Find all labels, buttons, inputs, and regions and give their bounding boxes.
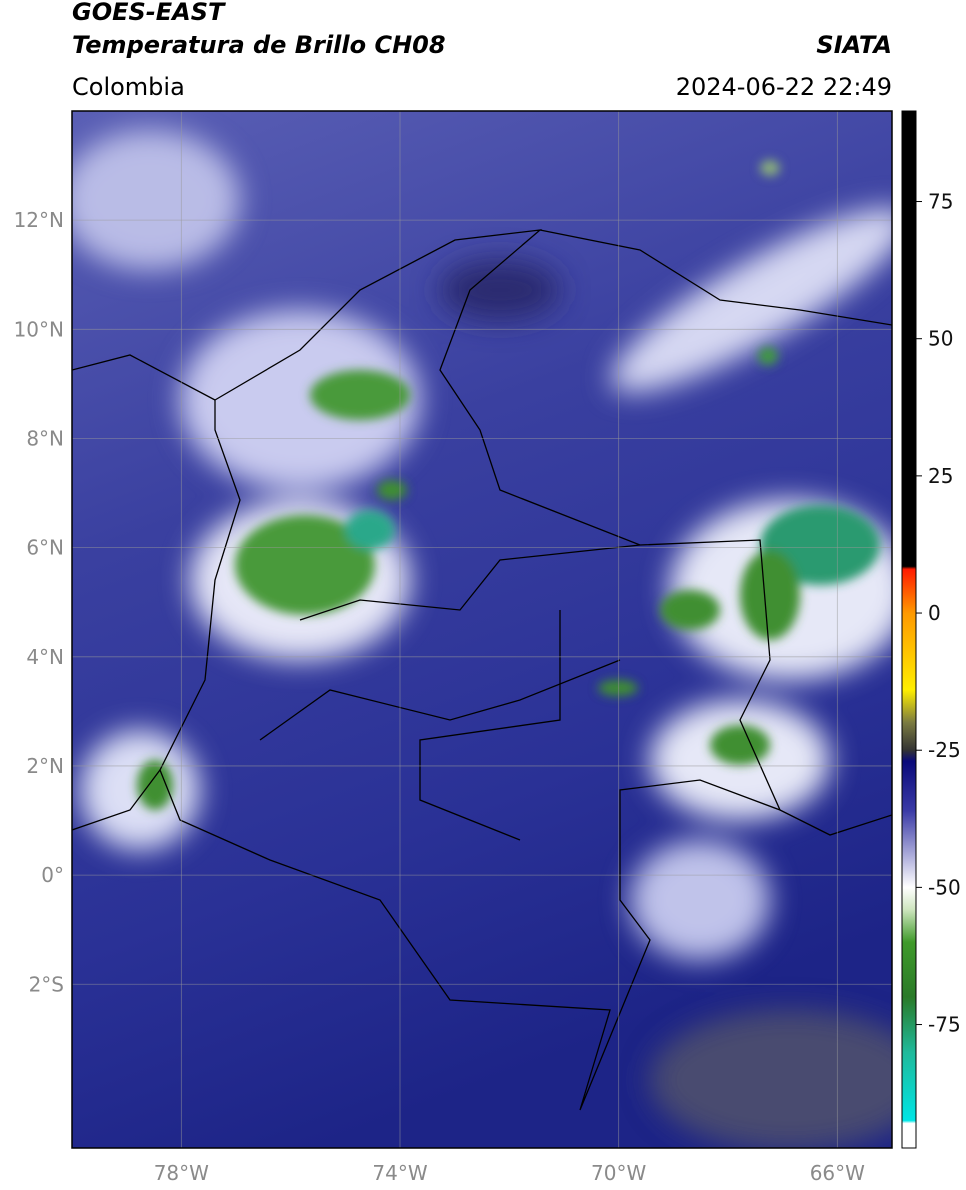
lat-label: 2°N (26, 754, 64, 778)
title: GOES-EAST (72, 0, 226, 26)
colorbar-label: 0 (928, 601, 941, 625)
colorbar (901, 110, 917, 1149)
graticule (72, 111, 892, 1148)
colorbar-label: 75 (928, 190, 953, 214)
lat-label: 6°N (26, 536, 64, 560)
colorbar-label: -25 (928, 738, 961, 762)
lat-label: 10°N (14, 317, 64, 341)
colorbar-label: -50 (928, 875, 961, 899)
colorbar-label: -75 (928, 1013, 961, 1037)
clouds (72, 130, 892, 1148)
map-image (72, 111, 892, 1148)
lat-label: 4°N (26, 645, 64, 669)
lat-label: 12°N (14, 208, 64, 232)
lat-label: 2°S (29, 972, 64, 996)
region: Colombia (72, 73, 185, 101)
map-frame (71, 110, 893, 1149)
borders (72, 229, 892, 1111)
title: Temperatura de Brillo CH08 (72, 31, 446, 59)
lat-label: 0° (41, 863, 64, 887)
lon-label: 66°W (810, 1161, 865, 1185)
lon-label: 78°W (154, 1161, 209, 1185)
source: SIATA (816, 31, 892, 59)
lon-label: 74°W (372, 1161, 427, 1185)
timestamp: 2024-06-22 22:49 (676, 73, 892, 101)
lon-label: 70°W (591, 1161, 646, 1185)
lat-label: 8°N (26, 426, 64, 450)
colorbar-label: 25 (928, 464, 953, 488)
colorbar-label: 50 (928, 327, 953, 351)
